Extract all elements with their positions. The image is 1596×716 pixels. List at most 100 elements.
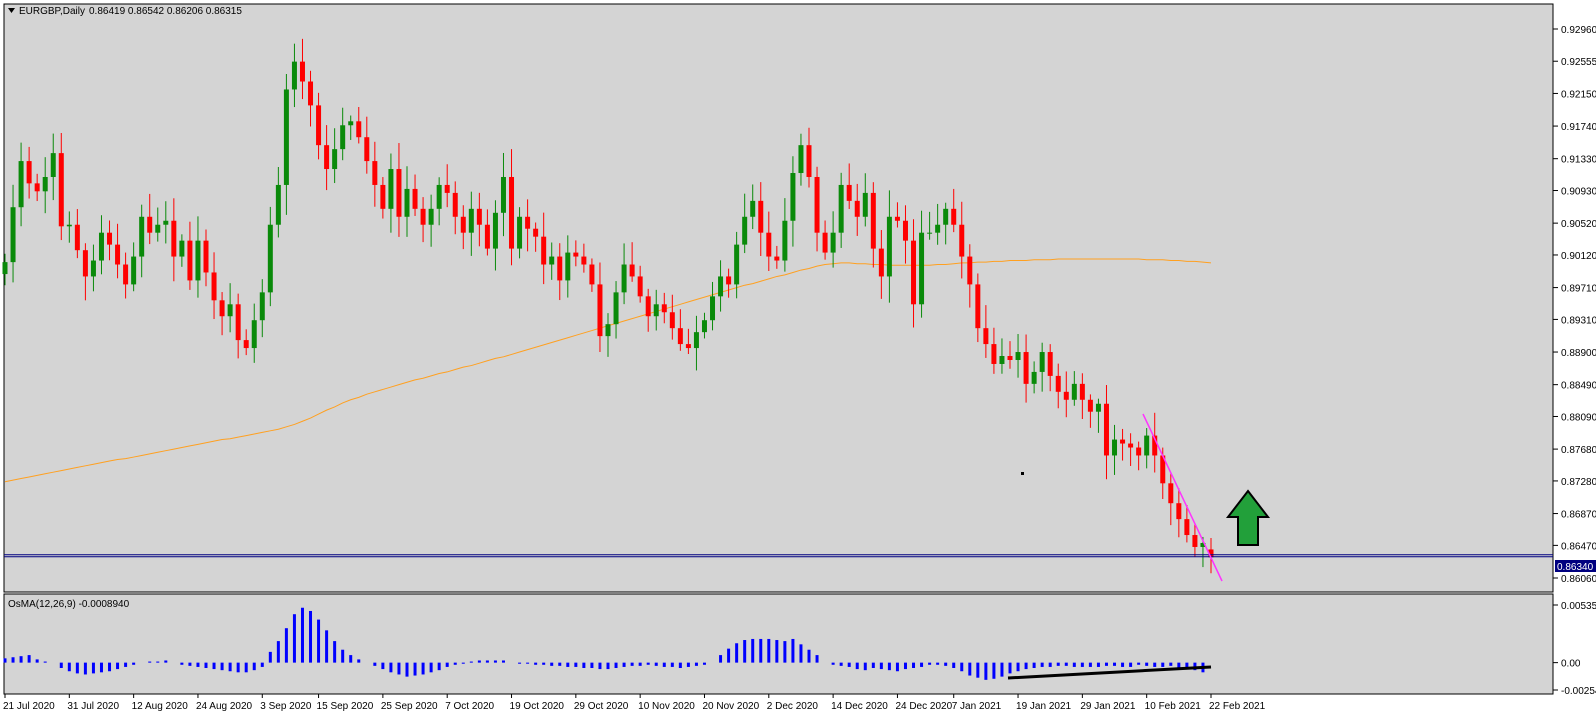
candle-body: [919, 232, 925, 305]
candle-body: [26, 161, 32, 184]
candle-body: [404, 188, 410, 217]
candle-body: [98, 232, 104, 261]
candle-body: [894, 216, 900, 221]
candle-body: [476, 208, 482, 225]
y-tick-label: 0.86060: [1561, 574, 1596, 585]
osma-panel: [3, 593, 1554, 695]
candle-body: [203, 240, 209, 273]
candle-body: [589, 264, 595, 285]
y-tick-label: 0.89310: [1561, 315, 1596, 326]
candle-body: [1039, 352, 1045, 372]
candle-body: [1192, 535, 1198, 547]
candle-body: [991, 344, 997, 364]
y-tick-label: 0.92555: [1561, 57, 1596, 68]
candle-body: [1031, 371, 1037, 384]
candle-body: [82, 250, 88, 277]
candle-body: [267, 224, 273, 293]
x-tick-label: 10 Feb 2021: [1145, 701, 1202, 712]
osma-histogram: 0.0053547 0.00 -0.002543: [3, 601, 1596, 697]
x-tick-label: 29 Oct 2020: [574, 701, 629, 712]
candle-body: [58, 153, 64, 227]
candle-body: [356, 121, 362, 138]
candle-body: [1071, 383, 1077, 400]
annotations: [4, 413, 1553, 582]
candle-body: [412, 188, 418, 209]
x-tick-label: 3 Sep 2020: [260, 701, 312, 712]
y-tick-label: 0.90520: [1561, 219, 1596, 230]
candle-body: [275, 184, 281, 225]
candle-body: [436, 184, 442, 209]
candle-body: [372, 161, 378, 185]
candle-body: [565, 252, 571, 281]
candle-body: [943, 208, 949, 225]
candle-body: [123, 264, 129, 285]
y-tick-label: 0.87680: [1561, 445, 1596, 456]
candle-body: [911, 240, 917, 305]
x-tick-label: 7 Oct 2020: [445, 701, 494, 712]
y-tick-label: 0.88090: [1561, 412, 1596, 423]
candle-body: [967, 256, 973, 285]
osma-divergence-line: [1007, 665, 1212, 680]
candle-body: [308, 81, 314, 106]
candle-body: [710, 296, 716, 321]
candle-body: [509, 176, 515, 249]
candle-body: [1200, 542, 1206, 547]
candle-body: [219, 300, 225, 317]
candle-body: [846, 184, 852, 201]
candle-body: [862, 192, 868, 217]
candle-body: [806, 145, 812, 177]
candle-body: [902, 220, 908, 241]
y-tick-label: 0.88490: [1561, 381, 1596, 392]
x-tick-label: 24 Aug 2020: [196, 701, 253, 712]
candle-body: [814, 176, 820, 233]
candle-body: [726, 276, 732, 285]
candle-body: [163, 220, 169, 225]
candle-body: [1128, 443, 1134, 448]
trendline: [1142, 413, 1223, 582]
candle-body: [34, 183, 40, 192]
candle-body: [364, 137, 370, 162]
candle-body: [195, 240, 201, 281]
candle-body: [340, 125, 346, 150]
candle-body: [428, 208, 434, 225]
candle-body: [324, 145, 330, 170]
candle-body: [573, 252, 579, 257]
candle-body: [348, 121, 354, 126]
candle-body: [380, 184, 386, 209]
x-tick-label: 29 Jan 2021: [1080, 701, 1135, 712]
ohlc-values: 0.86419 0.86542 0.86206 0.86315: [89, 6, 242, 17]
x-tick-label: 31 Jul 2020: [67, 701, 119, 712]
candle-body: [500, 176, 506, 213]
candle-body: [830, 232, 836, 253]
candle-body: [581, 256, 587, 265]
candle-body: [693, 332, 699, 349]
dropdown-icon[interactable]: [8, 8, 15, 13]
candle-body: [1079, 383, 1085, 400]
candle-body: [661, 304, 667, 313]
y-tick-label: 0.90120: [1561, 251, 1596, 262]
candle-body: [10, 207, 16, 263]
candle-body: [18, 161, 24, 208]
candle-body: [774, 256, 780, 261]
price-tag: 0.86340: [1557, 562, 1594, 573]
candle-body: [1136, 447, 1142, 456]
x-tick-label: 24 Dec 2020: [895, 701, 952, 712]
candle-body: [243, 340, 249, 349]
candle-body: [235, 304, 241, 341]
candle-body: [621, 264, 627, 293]
x-tick-label: 19 Oct 2020: [510, 701, 565, 712]
candle-body: [637, 276, 643, 297]
y-tick-label: 0.90930: [1561, 187, 1596, 198]
candle-body: [718, 276, 724, 297]
candle-body: [115, 244, 121, 265]
candle-body: [251, 320, 257, 349]
candle-body: [798, 145, 804, 174]
osma-label: OsMA(12,26,9) -0.0008940: [8, 599, 130, 610]
osma-tick-label: 0.0053547: [1561, 601, 1596, 612]
candle-body: [742, 216, 748, 245]
candle-body: [605, 324, 611, 337]
candle-body: [1063, 391, 1069, 400]
candle-body: [1152, 435, 1158, 456]
candle-body: [1087, 399, 1093, 412]
